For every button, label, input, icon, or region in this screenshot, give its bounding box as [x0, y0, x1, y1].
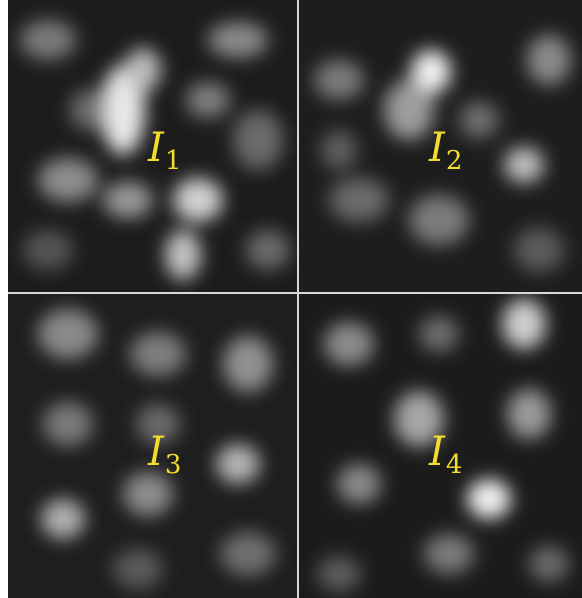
panel-i3-texture — [8, 294, 297, 598]
vertical-divider — [297, 0, 299, 598]
panel-i2-texture — [299, 0, 582, 292]
panel-i3-label: I3 — [148, 429, 182, 480]
panel-i3: I3 — [8, 294, 297, 598]
panel-i2-label: I2 — [429, 125, 463, 176]
panel-i1-texture — [8, 0, 297, 292]
horizontal-divider — [8, 292, 582, 294]
image-grid: I1 I2 — [8, 0, 582, 598]
panel-i4: I4 — [299, 294, 582, 598]
panel-i4-texture — [299, 294, 582, 598]
panel-i1: I1 — [8, 0, 297, 292]
panel-i1-label: I1 — [148, 125, 182, 176]
panel-i2: I2 — [299, 0, 582, 292]
panel-i4-label: I4 — [429, 429, 463, 480]
